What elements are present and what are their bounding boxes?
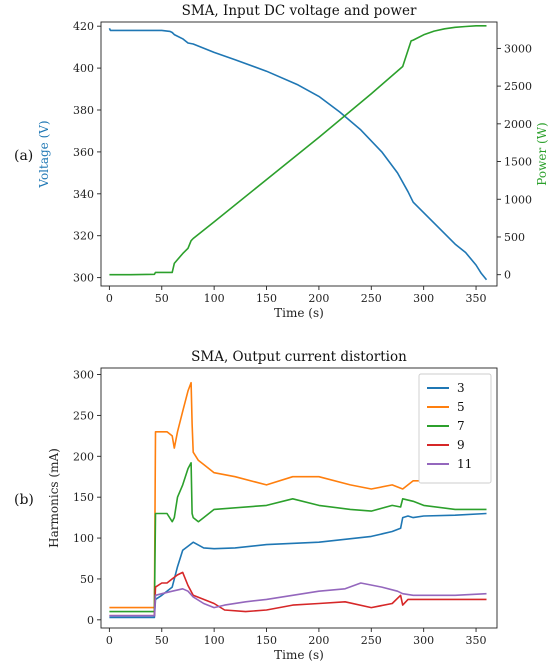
y2-tick-label: 500 bbox=[504, 231, 525, 244]
series-line-harmonic-5 bbox=[109, 381, 487, 609]
x-tick-label: 250 bbox=[361, 634, 382, 647]
y-tick-label: 420 bbox=[73, 20, 94, 33]
x-axis-label: Time (s) bbox=[274, 306, 324, 320]
panel-label: (a) bbox=[14, 148, 33, 164]
y-tick-label: 250 bbox=[73, 409, 94, 422]
y-tick-label: 300 bbox=[73, 369, 94, 382]
x-tick-label: 300 bbox=[413, 292, 434, 305]
y-axis-label: Voltage (V) bbox=[37, 120, 51, 188]
y-tick-label: 380 bbox=[73, 104, 94, 117]
x-axis-label: Time (s) bbox=[274, 648, 324, 662]
series-line-harmonic-3 bbox=[109, 512, 487, 619]
y-tick-label: 200 bbox=[73, 450, 94, 463]
x-tick-label: 50 bbox=[155, 292, 169, 305]
y-tick-label: 100 bbox=[73, 532, 94, 545]
plot-frame bbox=[100, 367, 498, 629]
chart-title: SMA, Output current distortion bbox=[191, 349, 407, 365]
x-tick-label: 350 bbox=[466, 634, 487, 647]
chart-panel-0: 0 50 100 150 200 250 300 350 300 320 340 360 380 400 4… bbox=[14, 3, 549, 320]
y2-axis-label: Power (W) bbox=[535, 122, 549, 185]
y2-tick-label: 3000 bbox=[504, 42, 532, 55]
series-line-voltage bbox=[108, 27, 488, 281]
legend-entry-11: 11 bbox=[457, 457, 472, 471]
y-tick-label: 400 bbox=[73, 62, 94, 75]
legend-entry-5: 5 bbox=[457, 400, 465, 414]
legend-entry-7: 7 bbox=[457, 419, 465, 433]
chart-title: SMA, Input DC voltage and power bbox=[182, 3, 417, 19]
legend-entry-3: 3 bbox=[457, 381, 465, 395]
y2-tick-label: 1000 bbox=[504, 193, 532, 206]
chart-panel-1: 0 50 100 150 200 250 300 350 0 50 100 150 200 250 300 S… bbox=[14, 349, 498, 662]
y-tick-label: 150 bbox=[73, 491, 94, 504]
x-tick-label: 50 bbox=[155, 634, 169, 647]
x-tick-label: 100 bbox=[204, 292, 225, 305]
x-tick-label: 200 bbox=[308, 634, 329, 647]
y-tick-label: 320 bbox=[73, 230, 94, 243]
x-tick-label: 0 bbox=[106, 292, 113, 305]
y-tick-label: 50 bbox=[80, 573, 94, 586]
series-line-harmonic-9 bbox=[109, 571, 487, 617]
legend-box bbox=[418, 373, 492, 484]
x-tick-label: 150 bbox=[256, 634, 277, 647]
y-tick-label: 360 bbox=[73, 146, 94, 159]
x-tick-label: 200 bbox=[308, 292, 329, 305]
y2-tick-label: 1500 bbox=[504, 156, 532, 169]
series-line-harmonic-7 bbox=[109, 461, 487, 613]
y-tick-label: 340 bbox=[73, 188, 94, 201]
y2-tick-label: 2500 bbox=[504, 80, 532, 93]
legend-entry-9: 9 bbox=[457, 438, 465, 452]
y2-tick-label: 2000 bbox=[504, 118, 532, 131]
x-tick-label: 300 bbox=[413, 634, 434, 647]
y-tick-label: 0 bbox=[87, 614, 94, 627]
x-tick-label: 350 bbox=[466, 292, 487, 305]
panel-label: (b) bbox=[14, 492, 34, 508]
legend: 3 5 7 9 11 bbox=[418, 373, 492, 484]
x-tick-label: 100 bbox=[204, 634, 225, 647]
y2-tick-label: 0 bbox=[504, 269, 511, 282]
x-tick-label: 0 bbox=[106, 634, 113, 647]
series-line-harmonic-11 bbox=[109, 582, 487, 617]
y-axis-label: Harmonics (mA) bbox=[47, 448, 61, 548]
plot-frame bbox=[100, 21, 498, 287]
y-tick-label: 300 bbox=[73, 272, 94, 285]
series-line-power bbox=[109, 24, 487, 276]
x-tick-label: 150 bbox=[256, 292, 277, 305]
x-tick-label: 250 bbox=[361, 292, 382, 305]
